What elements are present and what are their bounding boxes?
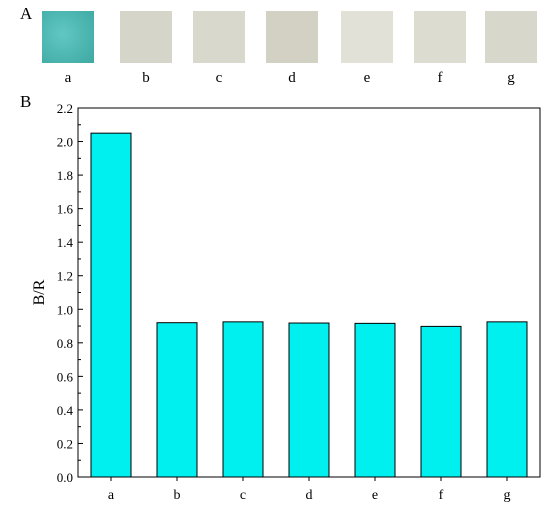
panel-a-label: A [20, 4, 33, 23]
color-swatch-row: a b c d e f g [0, 0, 550, 90]
x-tick-label: c [240, 488, 246, 503]
y-tick-label: 0.0 [57, 470, 73, 485]
y-axis-label: B/R [31, 279, 48, 305]
bar-c [222, 321, 264, 478]
y-tick-label: 1.4 [57, 235, 74, 250]
swatch-label-e: e [363, 70, 371, 86]
x-tick-label: b [174, 488, 181, 503]
panel-b-label: B [20, 92, 32, 111]
x-tick-label: a [108, 488, 115, 503]
x-tick-label: d [306, 488, 313, 503]
swatch-label-d: d [288, 70, 296, 86]
y-tick-label: 0.4 [57, 403, 74, 418]
swatch-label-g: g [507, 70, 515, 86]
y-tick-label: 0.2 [57, 436, 73, 451]
y-tick-label: 1.8 [57, 168, 73, 183]
y-tick-label: 2.2 [57, 101, 73, 116]
y-tick-label: 0.8 [57, 336, 73, 351]
x-tick-label: f [439, 488, 444, 503]
y-tick-label: 0.6 [57, 369, 74, 384]
y-tick-label: 1.6 [57, 202, 74, 217]
bar-b [156, 322, 198, 478]
color-swatch-c [193, 11, 245, 63]
color-swatch-a [42, 11, 94, 63]
y-tick-label: 2.0 [57, 135, 73, 150]
bar-a [90, 132, 132, 478]
y-tick-label: 1.0 [57, 302, 73, 317]
color-swatch-g [485, 11, 537, 63]
x-tick-label: g [504, 488, 511, 503]
y-tick-label: 1.2 [57, 269, 73, 284]
swatch-label-b: b [142, 70, 150, 86]
swatch-label-c: c [215, 70, 223, 86]
color-swatch-f [414, 11, 466, 63]
swatch-label-f: f [437, 70, 443, 86]
bar-g [486, 321, 528, 478]
color-swatch-e [341, 11, 393, 63]
x-tick-label: e [372, 488, 378, 503]
bar-e [354, 322, 396, 478]
bar-f [420, 325, 462, 478]
color-swatch-b [120, 11, 172, 63]
color-swatch-d [266, 11, 318, 63]
bar-d [288, 322, 330, 478]
swatch-label-a: a [64, 70, 72, 86]
